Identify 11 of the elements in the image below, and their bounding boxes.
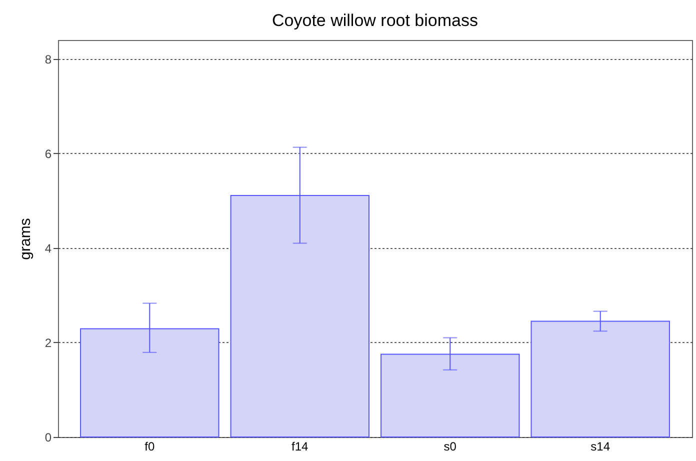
y-tick-label: 6	[44, 146, 52, 161]
x-tick-label: f14	[292, 440, 309, 454]
x-tick-label: f0	[144, 440, 155, 454]
y-axis-title: grams	[16, 218, 34, 260]
chart-title: Coyote willow root biomass	[272, 11, 478, 30]
x-tick-label: s14	[590, 440, 610, 454]
y-tick-label: 2	[44, 336, 52, 350]
y-tick-label: 8	[44, 52, 52, 66]
y-tick-label: 4	[44, 241, 52, 256]
y-tick-label: 0	[44, 430, 52, 444]
x-tick-label: s0	[444, 440, 457, 454]
